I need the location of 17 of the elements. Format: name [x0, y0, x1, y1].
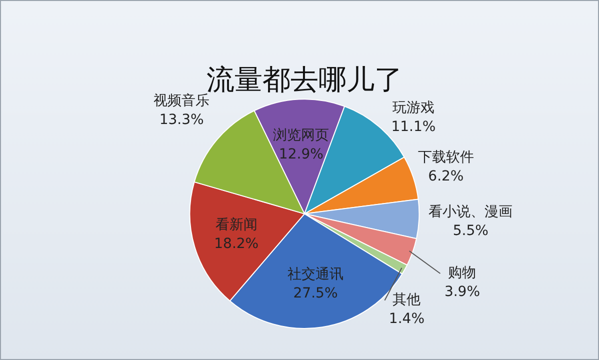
data-label: 18.2%: [214, 236, 259, 252]
slice-label: 看新闻: [215, 216, 258, 233]
data-label: 3.9%: [444, 284, 480, 300]
slice-label: 购物: [448, 265, 476, 282]
slice-label: 社交通讯: [288, 266, 344, 283]
slice-label: 下载软件: [418, 149, 474, 166]
data-label: 11.1%: [391, 118, 436, 135]
slice-label: 浏览网页: [273, 128, 330, 144]
data-label: 5.5%: [452, 223, 488, 240]
data-label: 6.2%: [428, 168, 464, 184]
data-label: 13.3%: [159, 112, 204, 128]
data-label: 27.5%: [293, 286, 338, 302]
data-label: 1.4%: [388, 311, 424, 328]
data-label: 12.9%: [278, 146, 324, 163]
slice-label: 玩游戏: [392, 100, 434, 116]
slice-label: 其他: [392, 292, 421, 308]
slice-label: 看小说、漫画: [428, 204, 513, 220]
